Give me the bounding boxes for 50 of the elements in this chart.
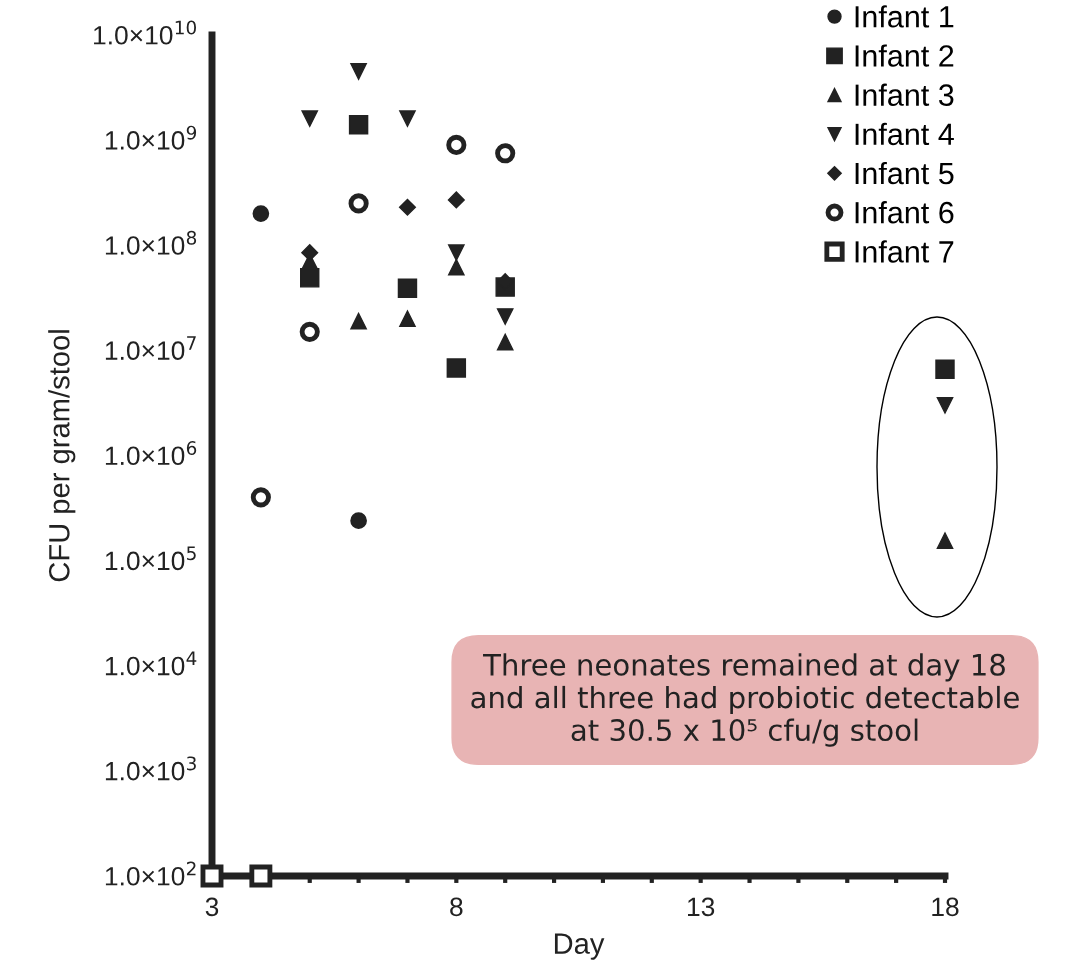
point [399, 310, 416, 328]
point [496, 333, 514, 351]
y-tick-label: 1.0×10$^{3}$ [105, 756, 196, 781]
x-tick-label: 13 [688, 897, 715, 917]
point [299, 321, 320, 342]
point [935, 359, 955, 380]
legend-label: Infant 4 [855, 122, 954, 146]
x-tick-label: 18 [932, 897, 959, 917]
legend-label: Infant 2 [855, 44, 954, 67]
point [249, 864, 273, 888]
point [397, 278, 418, 298]
y-tick-label: 1.0×10$^{7}$ [105, 336, 196, 361]
point [936, 532, 954, 549]
point [200, 864, 224, 888]
point [350, 312, 367, 330]
point [250, 487, 271, 508]
legend-label: Infant 5 [855, 161, 954, 185]
point [447, 191, 465, 209]
legend-label: Infant 3 [855, 83, 954, 106]
x-tick-label: 3 [205, 897, 219, 917]
y-tick-label: 1.0×10$^{9}$ [105, 125, 197, 150]
point [252, 205, 270, 222]
annotation: Three neonates remained at day 18 and all three had probiotic detectable at 30.5 x 10⁵ cfu/g stool [471, 653, 1019, 747]
point [350, 512, 367, 529]
y-tick-label: 1.0×10$^{10}$ [94, 20, 197, 45]
point [350, 63, 367, 80]
point [446, 358, 467, 378]
point [348, 193, 369, 214]
point [398, 198, 417, 216]
y-tick-label: 1.0×10$^{6}$ [105, 441, 197, 466]
point [496, 308, 514, 325]
point [348, 115, 369, 135]
point [301, 110, 319, 128]
point [495, 143, 516, 164]
point [447, 258, 465, 276]
legend-label: Infant 6 [855, 201, 954, 224]
point [446, 134, 467, 155]
legend-label: Infant 7 [855, 240, 954, 263]
y-tick-label: 1.0×10$^{4}$ [105, 651, 197, 676]
point [447, 244, 465, 262]
point [399, 110, 416, 128]
y-tick-label: 1.0×10$^{2}$ [105, 861, 196, 886]
y-axis-title: CFU per gram/stool [48, 330, 76, 582]
y-tick-label: 1.0×10$^{5}$ [105, 546, 196, 571]
point [936, 397, 954, 414]
x-axis-title: Day [554, 933, 605, 960]
x-tick-label: 8 [450, 897, 463, 917]
y-tick-label: 1.0×10$^{8}$ [105, 230, 197, 255]
point [300, 268, 320, 288]
legend-label: Infant 1 [855, 5, 954, 28]
